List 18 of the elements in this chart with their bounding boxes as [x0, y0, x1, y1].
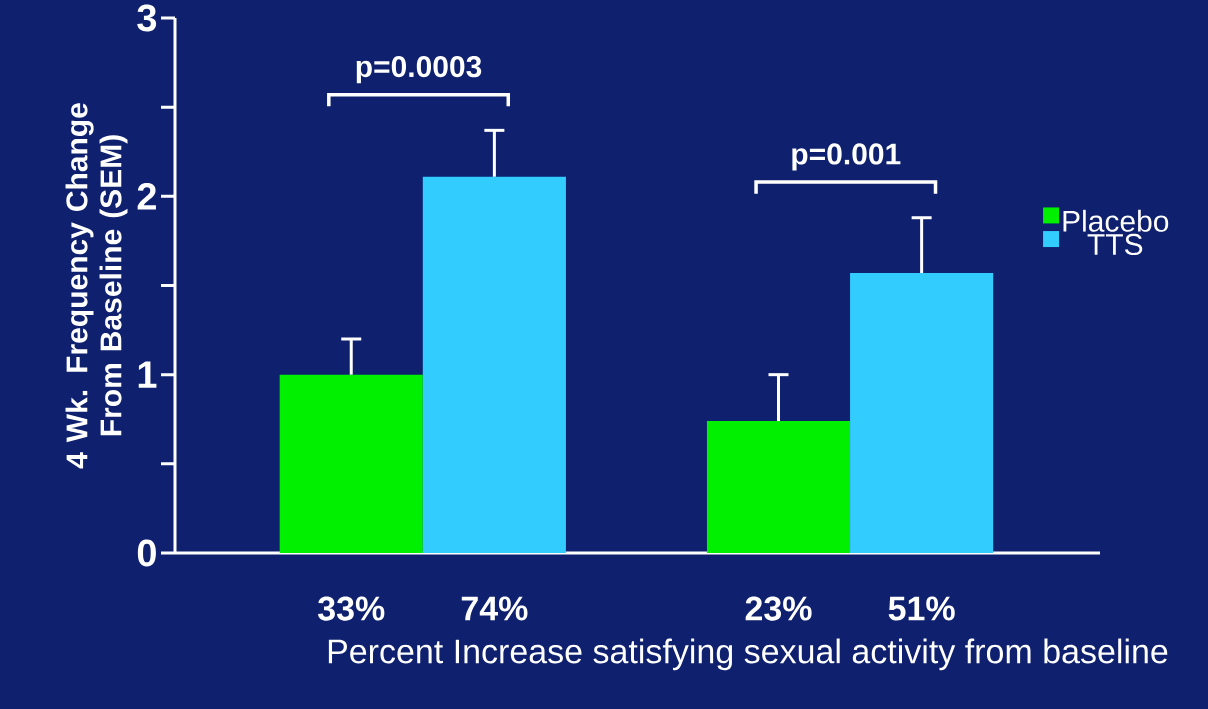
y-axis-title: 4 Wk. Frequency Change From Baseline (SEM): [65, 103, 128, 469]
legend-label: TTS: [1087, 233, 1143, 256]
text: 74%: [461, 596, 528, 621]
text: 51%: [888, 596, 955, 621]
y-tick-label: 2: [137, 183, 156, 210]
bar: [850, 273, 994, 553]
y-tick-label: 0: [137, 539, 156, 567]
bar: [279, 374, 423, 553]
y-tick-label: 1: [138, 361, 157, 388]
legend-label: Placebo: [1063, 209, 1169, 232]
text: 33%: [318, 596, 385, 621]
bar: [422, 176, 566, 553]
bar: [706, 421, 851, 553]
annotation: p=0.001: [792, 143, 901, 171]
text: 23%: [745, 596, 812, 621]
y-tick-label: 3: [137, 4, 157, 32]
annotation: p=0.0003: [356, 55, 482, 84]
x-axis-title: Percent Increase satisfying sexual activity from baseline: [328, 638, 1168, 671]
